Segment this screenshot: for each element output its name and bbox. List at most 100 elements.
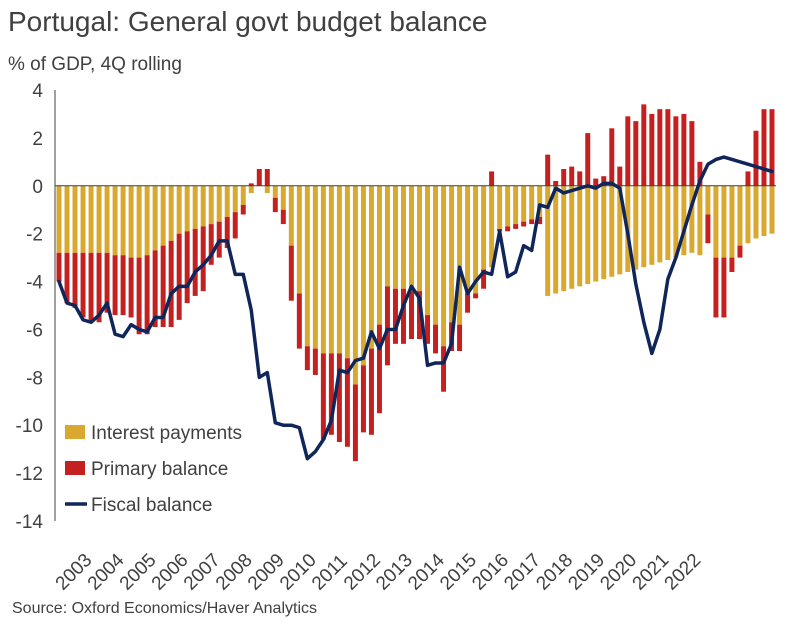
interest-bar [368,185,374,349]
interest-bar [481,185,487,270]
interest-bar [441,185,447,347]
legend-label: Interest payments [91,423,242,444]
x-tick-label: 2020 [596,550,641,595]
primary-bar [665,109,671,186]
x-tick-label: 2021 [629,550,674,595]
interest-bar [465,185,471,294]
primary-bar [513,224,519,229]
interest-bar [96,185,102,253]
legend-label: Fiscal balance [91,495,212,516]
primary-bar [72,252,78,308]
primary-bar [641,104,647,186]
primary-bar [409,291,414,340]
interest-bar [401,185,406,289]
interest-bar [144,185,150,256]
bars-layer [56,104,775,462]
interest-bar [72,185,78,253]
primary-bar [296,293,302,349]
x-tick-label: 2005 [116,550,161,595]
interest-bar [136,185,142,258]
primary-bar [681,113,687,186]
y-tick-label: 2 [32,129,43,150]
primary-bar [160,245,166,328]
interest-bar [729,185,735,258]
y-tick-label: 4 [32,81,43,102]
interest-bar [529,185,535,220]
primary-bar [240,204,246,215]
y-tick-label: -14 [16,512,44,533]
interest-bar [433,185,439,325]
interest-bar [721,185,727,258]
x-tick-label: 2007 [180,550,225,595]
primary-bar [609,128,615,186]
legend: Interest payments Primary balance Fiscal b… [65,423,242,516]
x-tick-label: 2006 [148,550,193,595]
interest-bar [505,185,511,227]
interest-bar [473,185,479,294]
primary-bar [737,245,743,258]
primary-bar [633,121,639,186]
primary-bar [473,293,479,299]
interest-bar [577,185,583,287]
primary-bar [368,348,374,435]
primary-bar [753,130,759,186]
interest-bar [689,185,695,253]
x-tick-label: 2015 [436,550,481,595]
primary-bar [136,257,142,335]
primary-bar [697,161,703,186]
interest-bar [216,185,222,222]
x-tick-label: 2004 [84,549,129,594]
primary-bar [208,224,214,265]
primary-bar [336,353,342,442]
y-tick-label: 0 [32,177,43,198]
primary-bar [168,240,174,328]
interest-bar [761,185,767,237]
y-tick-label: -4 [26,273,43,294]
interest-bar [264,185,270,193]
interest-bar [384,185,390,287]
primary-bar [56,252,62,282]
primary-bar [288,245,294,301]
interest-bar [192,185,198,229]
primary-bar [344,358,350,447]
interest-bar [553,185,559,294]
primary-bar [761,109,767,186]
primary-bar [465,293,471,313]
interest-bar [601,185,607,280]
primary-bar [417,291,422,340]
interest-bar [681,185,687,256]
interest-bar [545,185,551,296]
primary-bar [152,250,158,328]
interest-bar [489,185,495,268]
primary-bar [264,169,270,186]
line-layer [57,155,774,461]
primary-bar [232,212,238,239]
interest-bar [745,185,751,244]
legend-label: Primary balance [91,459,228,480]
y-tick-label: -10 [16,416,43,437]
primary-bar [312,348,318,375]
primary-bar [184,231,190,304]
primary-bar [176,233,182,320]
interest-bar [168,185,174,241]
primary-bar [192,228,198,296]
x-tick-label: 2003 [52,550,97,595]
interest-bar [617,185,623,275]
interest-bar [184,185,190,232]
primary-bar [585,133,591,186]
interest-bar [312,185,318,349]
interest-bar [409,185,414,292]
interest-bar [88,185,94,253]
x-tick-label: 2014 [404,549,449,594]
primary-bar [569,166,575,186]
primary-bar [625,116,631,186]
interest-bar [657,185,663,263]
primary-bar [561,169,567,186]
primary-bar [401,288,406,344]
primary-bar [256,169,262,186]
y-axis: 4 2 0 -2 -4 -6 -8 -10 -12 -14 [16,81,56,533]
primary-bar [601,176,607,186]
primary-bar [104,252,110,313]
primary-bar [88,252,94,323]
primary-bar [721,257,727,318]
